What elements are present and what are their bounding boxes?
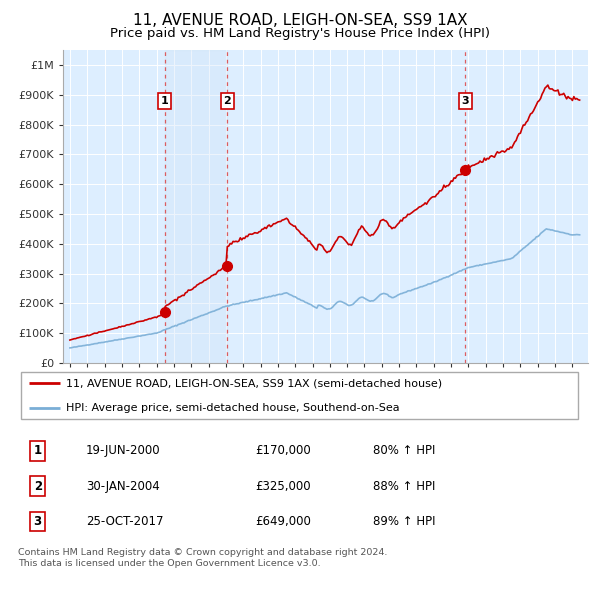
Text: 3: 3 bbox=[461, 96, 469, 106]
Text: 25-OCT-2017: 25-OCT-2017 bbox=[86, 515, 163, 528]
Text: 11, AVENUE ROAD, LEIGH-ON-SEA, SS9 1AX (semi-detached house): 11, AVENUE ROAD, LEIGH-ON-SEA, SS9 1AX (… bbox=[66, 378, 442, 388]
FancyBboxPatch shape bbox=[21, 372, 578, 419]
Text: £649,000: £649,000 bbox=[255, 515, 311, 528]
Text: Price paid vs. HM Land Registry's House Price Index (HPI): Price paid vs. HM Land Registry's House … bbox=[110, 27, 490, 40]
Text: £325,000: £325,000 bbox=[255, 480, 311, 493]
Text: 19-JUN-2000: 19-JUN-2000 bbox=[86, 444, 160, 457]
Text: 1: 1 bbox=[161, 96, 169, 106]
Text: 80% ↑ HPI: 80% ↑ HPI bbox=[373, 444, 436, 457]
Text: 11, AVENUE ROAD, LEIGH-ON-SEA, SS9 1AX: 11, AVENUE ROAD, LEIGH-ON-SEA, SS9 1AX bbox=[133, 13, 467, 28]
Text: £170,000: £170,000 bbox=[255, 444, 311, 457]
Text: 30-JAN-2004: 30-JAN-2004 bbox=[86, 480, 160, 493]
Text: HPI: Average price, semi-detached house, Southend-on-Sea: HPI: Average price, semi-detached house,… bbox=[66, 402, 400, 412]
Text: 1: 1 bbox=[34, 444, 42, 457]
Text: 2: 2 bbox=[34, 480, 42, 493]
Text: 89% ↑ HPI: 89% ↑ HPI bbox=[373, 515, 436, 528]
Bar bbox=[165, 50, 227, 363]
Text: 88% ↑ HPI: 88% ↑ HPI bbox=[373, 480, 436, 493]
Text: 2: 2 bbox=[223, 96, 231, 106]
Text: Contains HM Land Registry data © Crown copyright and database right 2024.
This d: Contains HM Land Registry data © Crown c… bbox=[18, 548, 388, 568]
Text: 3: 3 bbox=[34, 515, 42, 528]
